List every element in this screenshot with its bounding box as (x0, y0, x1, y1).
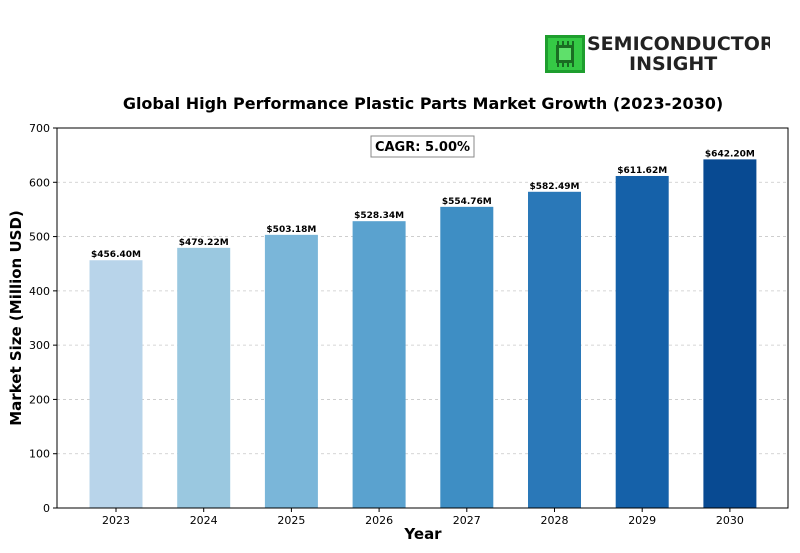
data-label-2027: $554.76M (442, 197, 492, 207)
data-label-2025: $503.18M (266, 225, 316, 235)
y-axis: 0 100 200 300 400 500 600 700 (29, 122, 57, 515)
y-tick-label: 500 (29, 231, 50, 244)
x-tick-label-2027: 2027 (453, 514, 481, 527)
bar-2025 (264, 234, 318, 508)
y-tick-label: 700 (29, 122, 50, 135)
chip-icon (545, 35, 585, 73)
data-label-2026: $528.34M (354, 211, 404, 221)
bar-2029 (615, 175, 669, 508)
data-label-2028: $582.49M (530, 182, 580, 192)
x-tick-label-2030: 2030 (716, 514, 744, 527)
data-label-2023: $456.40M (91, 250, 141, 260)
x-tick-label-2028: 2028 (541, 514, 569, 527)
x-axis: 2023 2024 2025 2026 2027 2028 2029 2030 (102, 508, 744, 527)
cagr-annotation: CAGR: 5.00% (370, 135, 475, 158)
bar-2024 (177, 247, 231, 509)
data-label-2024: $479.22M (179, 238, 229, 248)
y-tick-label: 400 (29, 285, 50, 298)
logo-line1: SEMICONDUCTOR (587, 33, 770, 55)
x-tick-label-2025: 2025 (277, 514, 305, 527)
bar-2027 (440, 206, 494, 508)
x-axis-title: Year (403, 525, 442, 543)
bar-2030 (703, 159, 757, 508)
cagr-label: CAGR: 5.00% (375, 140, 470, 155)
data-label-2030: $642.20M (705, 149, 755, 159)
plot-frame (56, 127, 789, 509)
x-tick-label-2023: 2023 (102, 514, 130, 527)
x-tick-label-2024: 2024 (190, 514, 218, 527)
y-tick-label: 100 (29, 448, 50, 461)
logo-line2: INSIGHT (629, 53, 717, 75)
grid-layer (57, 181, 788, 455)
y-axis-title: Market Size (Million USD) (7, 210, 25, 426)
semiconductor-insight-logo: SEMICONDUCTOR INSIGHT (545, 33, 775, 75)
x-tick-label-2029: 2029 (628, 514, 656, 527)
bar-2026 (352, 221, 406, 508)
y-tick-label: 0 (43, 502, 50, 515)
y-tick-label: 200 (29, 393, 50, 406)
data-label-2029: $611.62M (617, 166, 667, 176)
bar-2023 (89, 260, 143, 508)
y-tick-label: 300 (29, 339, 50, 352)
bar-2028 (528, 191, 581, 508)
chart-title: Global High Performance Plastic Parts Ma… (123, 94, 723, 113)
x-tick-label-2026: 2026 (365, 514, 393, 527)
y-tick-label: 600 (29, 176, 50, 189)
bars-layer: $456.40M $479.22M $503.18M $528.34M $554.76M… (89, 149, 757, 509)
